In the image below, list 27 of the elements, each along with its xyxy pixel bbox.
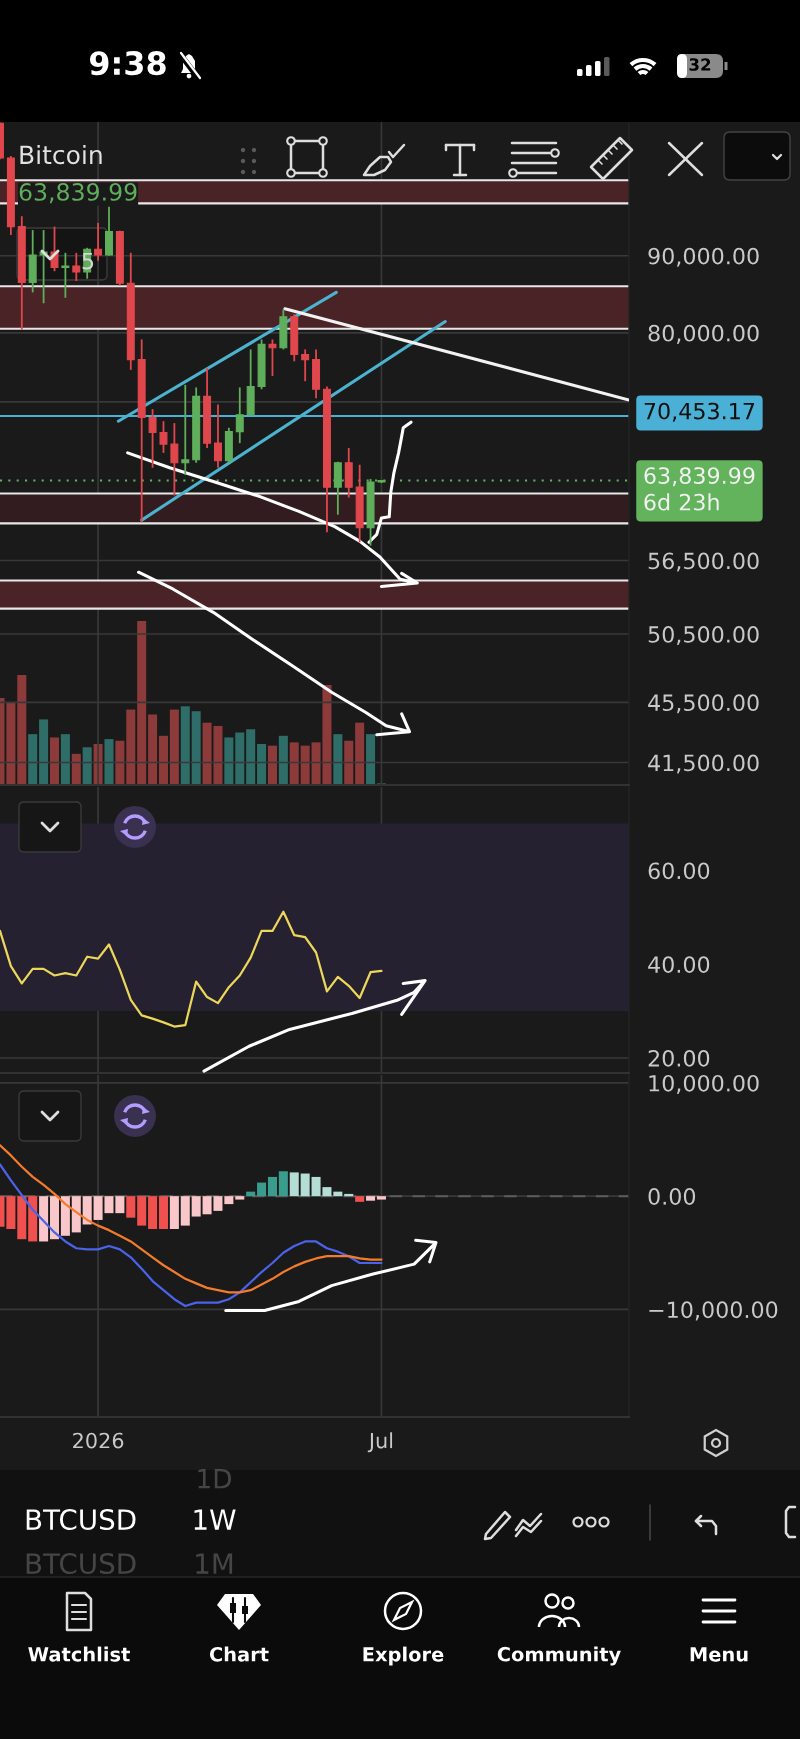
x-tick-label: Jul <box>367 1432 393 1453</box>
text: 63,839.99 <box>19 182 137 204</box>
text: Bitcoin <box>20 144 102 165</box>
y-tick-label: 41,500.00 <box>648 754 759 774</box>
y-tick-label: 45,500.00 <box>648 694 759 714</box>
text: Chart <box>209 1646 269 1662</box>
y-tick-label: 40.00 <box>648 956 710 973</box>
y-tick-label: 50,500.00 <box>648 625 759 646</box>
y-tick-label: 90,000.00 <box>648 247 759 267</box>
y-tick-label: 20.00 <box>648 1049 710 1067</box>
text: Watchlist <box>28 1646 130 1662</box>
y-tick-label: 0.00 <box>648 1188 696 1205</box>
text: BTCUSD <box>26 1509 136 1531</box>
x-tick-label: 2026 <box>73 1432 124 1449</box>
text: 32 <box>689 58 711 71</box>
text: Community <box>497 1646 621 1666</box>
ref-line-label: 63,839.99 6d 23h <box>644 467 755 511</box>
ref-line-label: 70,453.17 <box>644 402 755 422</box>
y-tick-label: 56,500.00 <box>648 552 759 572</box>
text: 9:38 <box>89 51 166 76</box>
text: Menu <box>690 1647 748 1662</box>
y-tick-label: 60.00 <box>648 862 710 880</box>
text: 1W <box>194 1509 236 1530</box>
y-tick-label: 10,000.00 <box>649 1074 759 1094</box>
y-tick-label: 80,000.00 <box>648 324 759 344</box>
y-tick-label: −10,000.00 <box>649 1301 778 1321</box>
text: Explore <box>363 1646 444 1666</box>
